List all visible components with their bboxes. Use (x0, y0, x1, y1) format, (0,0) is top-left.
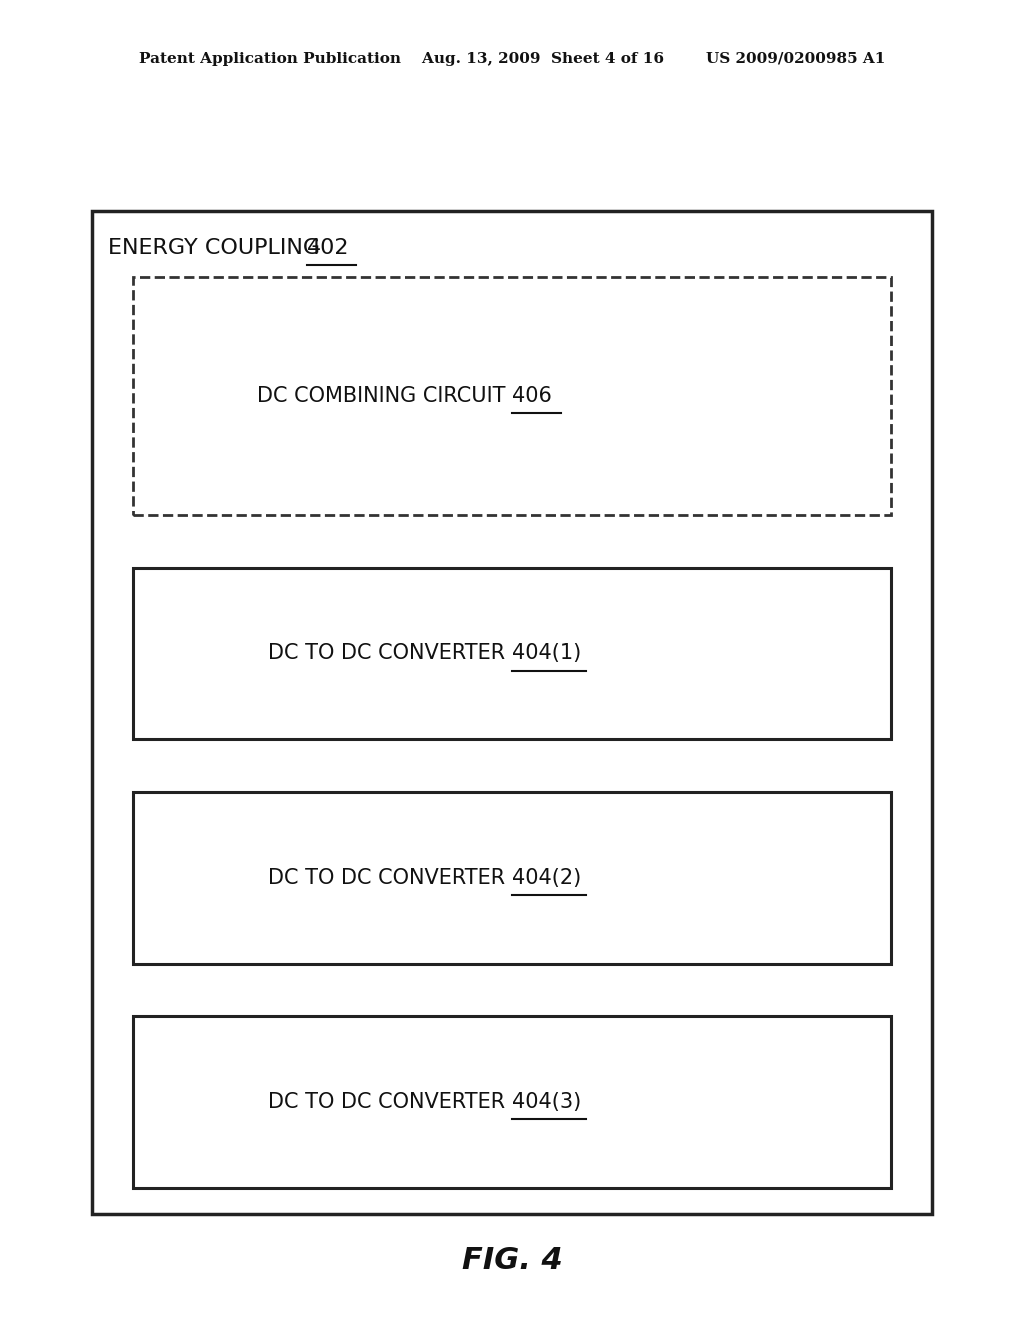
Text: 404(2): 404(2) (512, 867, 582, 888)
Bar (92, 211, 932, 1214)
Text: 404(3): 404(3) (512, 1092, 582, 1113)
Text: DC TO DC CONVERTER: DC TO DC CONVERTER (268, 867, 512, 888)
Text: Patent Application Publication    Aug. 13, 2009  Sheet 4 of 16        US 2009/02: Patent Application Publication Aug. 13, … (139, 53, 885, 66)
Bar (133, 1016, 891, 1188)
Text: ENERGY COUPLING: ENERGY COUPLING (108, 238, 327, 259)
Text: DC TO DC CONVERTER: DC TO DC CONVERTER (268, 643, 512, 664)
Text: FIG. 4: FIG. 4 (462, 1246, 562, 1275)
Bar (133, 568, 891, 739)
Text: DC COMBINING CIRCUIT: DC COMBINING CIRCUIT (257, 385, 512, 407)
Text: DC TO DC CONVERTER: DC TO DC CONVERTER (268, 1092, 512, 1113)
Bar (133, 277, 891, 515)
Text: 406: 406 (512, 385, 552, 407)
Text: 402: 402 (307, 238, 350, 259)
Text: 404(1): 404(1) (512, 643, 582, 664)
Bar (133, 792, 891, 964)
